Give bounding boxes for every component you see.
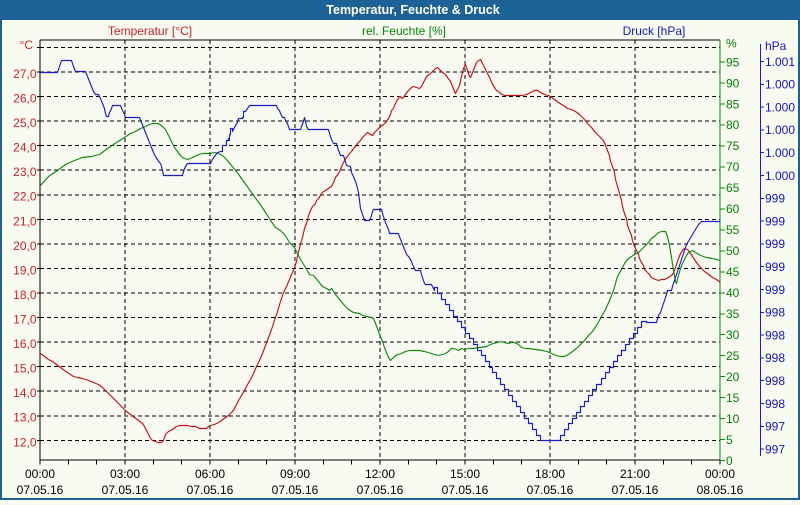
svg-text:998: 998: [765, 374, 785, 388]
svg-text:35: 35: [726, 307, 740, 321]
svg-text:1.000: 1.000: [765, 169, 795, 183]
svg-text:5: 5: [726, 433, 733, 447]
svg-text:65: 65: [726, 181, 740, 195]
svg-text:07.05.16: 07.05.16: [357, 483, 404, 497]
svg-text:rel. Feuchte [%]: rel. Feuchte [%]: [362, 24, 446, 38]
svg-text:40: 40: [726, 286, 740, 300]
svg-text:27,0: 27,0: [13, 67, 37, 81]
svg-text:20: 20: [726, 370, 740, 384]
svg-text:25: 25: [726, 349, 740, 363]
svg-text:00:00: 00:00: [25, 467, 55, 481]
svg-text:26,0: 26,0: [13, 92, 37, 106]
svg-text:07.05.16: 07.05.16: [17, 483, 64, 497]
svg-text:12,0: 12,0: [13, 435, 37, 449]
svg-text:19,0: 19,0: [13, 263, 37, 277]
svg-text:09:00: 09:00: [280, 467, 310, 481]
svg-text:15,0: 15,0: [13, 362, 37, 376]
svg-text:80: 80: [726, 118, 740, 132]
svg-text:15: 15: [726, 391, 740, 405]
svg-text:Temperatur, Feuchte & Druck: Temperatur, Feuchte & Druck: [326, 3, 499, 17]
svg-text:10: 10: [726, 412, 740, 426]
svg-text:25,0: 25,0: [13, 116, 37, 130]
svg-text:15:00: 15:00: [450, 467, 480, 481]
svg-text:07.05.16: 07.05.16: [612, 483, 659, 497]
svg-text:70: 70: [726, 160, 740, 174]
svg-text:0: 0: [726, 454, 733, 468]
svg-text:997: 997: [765, 442, 785, 456]
svg-text:03:00: 03:00: [110, 467, 140, 481]
svg-text:%: %: [726, 36, 737, 50]
svg-text:1.001: 1.001: [765, 55, 795, 69]
svg-text:Druck [hPa]: Druck [hPa]: [623, 24, 686, 38]
svg-text:90: 90: [726, 76, 740, 90]
svg-text:999: 999: [765, 192, 785, 206]
svg-text:07.05.16: 07.05.16: [272, 483, 319, 497]
svg-text:60: 60: [726, 202, 740, 216]
svg-text:07.05.16: 07.05.16: [187, 483, 234, 497]
svg-text:06:00: 06:00: [195, 467, 225, 481]
svg-text:21,0: 21,0: [13, 214, 37, 228]
svg-text:07.05.16: 07.05.16: [102, 483, 149, 497]
svg-text:999: 999: [765, 237, 785, 251]
svg-text:1.000: 1.000: [765, 123, 795, 137]
svg-text:07.05.16: 07.05.16: [442, 483, 489, 497]
svg-text:24,0: 24,0: [13, 141, 37, 155]
svg-text:12:00: 12:00: [365, 467, 395, 481]
svg-text:°C: °C: [20, 38, 34, 52]
svg-text:30: 30: [726, 328, 740, 342]
svg-text:999: 999: [765, 260, 785, 274]
svg-text:22,0: 22,0: [13, 190, 37, 204]
svg-text:20,0: 20,0: [13, 239, 37, 253]
svg-text:1.000: 1.000: [765, 78, 795, 92]
svg-text:998: 998: [765, 306, 785, 320]
svg-text:hPa: hPa: [765, 39, 787, 53]
svg-text:1.000: 1.000: [765, 100, 795, 114]
svg-text:13,0: 13,0: [13, 411, 37, 425]
svg-text:08.05.16: 08.05.16: [697, 483, 744, 497]
svg-text:00:00: 00:00: [705, 467, 735, 481]
svg-text:16,0: 16,0: [13, 337, 37, 351]
svg-text:18,0: 18,0: [13, 288, 37, 302]
svg-text:95: 95: [726, 55, 740, 69]
svg-text:45: 45: [726, 265, 740, 279]
svg-text:17,0: 17,0: [13, 313, 37, 327]
svg-text:999: 999: [765, 214, 785, 228]
svg-text:75: 75: [726, 139, 740, 153]
svg-text:1.000: 1.000: [765, 146, 795, 160]
svg-text:21:00: 21:00: [620, 467, 650, 481]
svg-text:998: 998: [765, 328, 785, 342]
svg-text:07.05.16: 07.05.16: [527, 483, 574, 497]
svg-text:50: 50: [726, 244, 740, 258]
svg-text:999: 999: [765, 283, 785, 297]
svg-text:997: 997: [765, 420, 785, 434]
svg-text:85: 85: [726, 97, 740, 111]
svg-text:18:00: 18:00: [535, 467, 565, 481]
svg-text:Temperatur [°C]: Temperatur [°C]: [108, 24, 192, 38]
svg-text:14,0: 14,0: [13, 386, 37, 400]
svg-text:998: 998: [765, 351, 785, 365]
svg-text:23,0: 23,0: [13, 165, 37, 179]
svg-text:998: 998: [765, 397, 785, 411]
svg-text:55: 55: [726, 223, 740, 237]
